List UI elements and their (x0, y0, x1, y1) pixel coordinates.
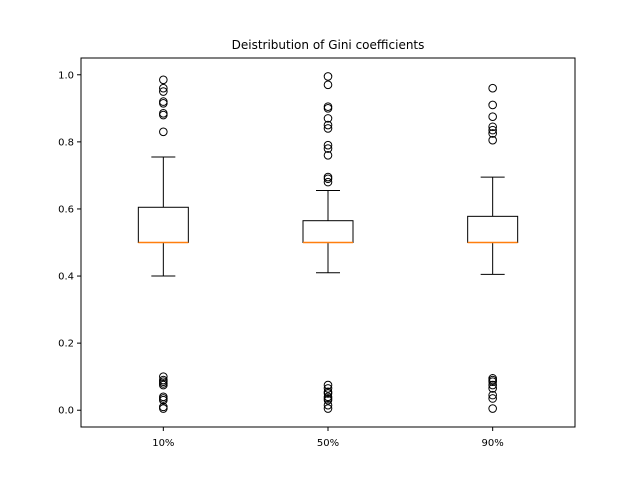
outlier-point (323, 404, 333, 413)
outlier-point (323, 389, 333, 398)
y-tick-label: 0.4 (58, 272, 74, 283)
outlier-point (488, 135, 497, 145)
outlier-point (323, 140, 333, 150)
outlier-point (488, 377, 497, 387)
outlier-point (159, 395, 168, 405)
outlier-point (323, 104, 333, 113)
outlier-point (323, 120, 333, 130)
outlier-point (159, 404, 168, 413)
outlier-point (488, 129, 497, 138)
outlier-point (488, 394, 497, 403)
y-tick-label: 1.0 (58, 70, 74, 81)
outlier-point (159, 75, 168, 85)
outlier-point (323, 395, 333, 405)
outlier-point (159, 87, 168, 96)
outlier-point (323, 400, 333, 410)
outlier-point (159, 98, 168, 108)
outlier-point (323, 177, 333, 187)
outlier-point (159, 110, 168, 120)
x-tick-label: 10% (152, 438, 174, 449)
y-tick-label: 0.0 (58, 406, 74, 417)
y-tick-label: 0.6 (58, 204, 74, 215)
outlier-point (488, 100, 497, 110)
chart-title: Deistribution of Gini coefficients (232, 38, 425, 52)
outlier-point (323, 124, 333, 133)
outlier-point (488, 125, 497, 135)
outlier-point (488, 83, 497, 93)
y-tick-label: 0.8 (58, 137, 74, 148)
outlier-point (488, 384, 497, 393)
outlier-point (488, 112, 497, 122)
outlier-point (488, 404, 497, 413)
outlier-point (159, 83, 168, 93)
outlier-point (323, 80, 333, 90)
outlier-point (323, 114, 333, 123)
outlier-point (159, 372, 168, 381)
y-tick-label: 0.2 (58, 339, 74, 350)
outlier-point (323, 150, 333, 160)
outlier-point (488, 122, 497, 132)
plot-frame (80, 57, 576, 428)
outlier-point (488, 380, 497, 390)
outlier-point (159, 380, 168, 390)
outlier-point (159, 127, 168, 137)
outlier-point (488, 390, 497, 400)
outlier-point (323, 144, 333, 153)
outlier-point (323, 384, 333, 393)
x-tick-label: 90% (482, 438, 504, 449)
outlier-point (323, 380, 333, 390)
outlier-point (323, 72, 333, 81)
x-tick-label: 50% (317, 438, 339, 449)
outlier-point (323, 174, 333, 184)
